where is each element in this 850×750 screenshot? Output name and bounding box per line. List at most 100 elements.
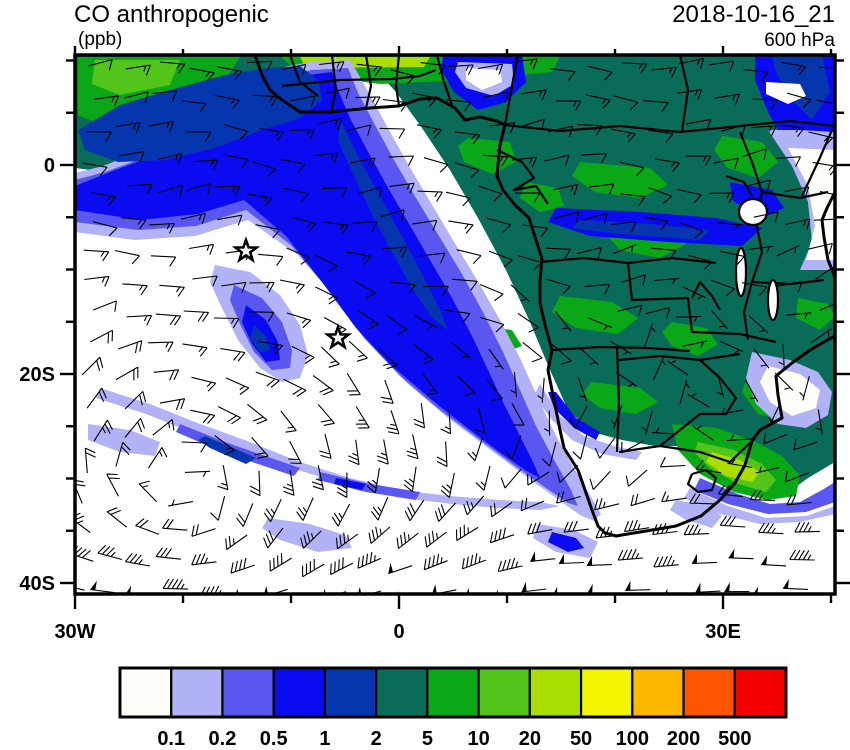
wind-barb bbox=[223, 124, 249, 140]
country-borders bbox=[281, 55, 835, 494]
wind-barb bbox=[346, 124, 372, 136]
wind-barb bbox=[386, 410, 400, 435]
wind-barb bbox=[354, 96, 381, 107]
wind-barb bbox=[115, 366, 139, 381]
wind-barb bbox=[93, 419, 113, 442]
wind-barb bbox=[641, 410, 653, 436]
wind-barb bbox=[186, 182, 212, 195]
wind-barb bbox=[763, 432, 788, 445]
border-line bbox=[435, 55, 454, 106]
wind-barb bbox=[691, 561, 717, 565]
wind-barb bbox=[789, 549, 815, 561]
wind-barb bbox=[682, 286, 706, 300]
wind-barb bbox=[545, 247, 572, 259]
wind-barb bbox=[482, 154, 509, 167]
wind-barb bbox=[192, 159, 219, 171]
wind-barb bbox=[512, 58, 538, 70]
wind-barb bbox=[84, 447, 96, 474]
wind-barb bbox=[286, 312, 312, 329]
wind-barb bbox=[455, 524, 479, 541]
colorbar-level-label: 500 bbox=[718, 728, 751, 750]
wind-barb bbox=[685, 118, 712, 130]
wind-barb bbox=[290, 95, 316, 107]
colorbar-cell bbox=[682, 666, 736, 719]
wind-barb bbox=[159, 398, 186, 411]
co-region-bin4 bbox=[572, 220, 710, 240]
colorbar: 0.1 0.2 0.5 1 2 5 10 20 50 100 200 500 bbox=[118, 666, 788, 750]
wind-barb bbox=[582, 212, 608, 225]
colorbar-cell bbox=[375, 666, 429, 719]
wind-barb bbox=[210, 496, 226, 521]
wind-barb bbox=[448, 220, 474, 234]
colorbar-cell bbox=[272, 666, 327, 719]
star-marker bbox=[323, 323, 353, 351]
wind-barb bbox=[784, 186, 810, 198]
wind-barb bbox=[749, 489, 776, 502]
colorbar-cell bbox=[323, 666, 378, 719]
wind-barb bbox=[692, 425, 715, 441]
border-line bbox=[615, 347, 621, 453]
wind-barb bbox=[751, 125, 777, 136]
wind-barb bbox=[404, 499, 425, 522]
wind-barb bbox=[454, 162, 480, 179]
colorbar-level-label: 0.2 bbox=[209, 728, 237, 750]
wind-barb bbox=[286, 247, 311, 265]
wind-barb bbox=[463, 495, 485, 516]
wind-barb bbox=[312, 375, 334, 396]
wind-barb bbox=[121, 217, 147, 230]
wind-barb bbox=[510, 284, 530, 303]
y-axis-label: 0 bbox=[44, 155, 55, 177]
wind-barb bbox=[709, 192, 735, 203]
wind-barb bbox=[84, 275, 110, 287]
wind-barb bbox=[324, 87, 350, 99]
wind-barb bbox=[201, 585, 222, 594]
wind-barb bbox=[679, 57, 705, 70]
wind-barb bbox=[781, 61, 807, 76]
wind-barb bbox=[648, 129, 674, 143]
wind-barb bbox=[291, 216, 317, 232]
wind-barb bbox=[576, 247, 602, 259]
wind-barb bbox=[97, 544, 123, 561]
wind-barb bbox=[188, 243, 215, 255]
map-layers bbox=[75, 55, 835, 594]
colorbar-cell bbox=[579, 666, 634, 719]
wind-barb bbox=[613, 95, 639, 111]
wind-barb bbox=[500, 468, 522, 489]
wind-barb bbox=[247, 60, 273, 72]
wind-barb bbox=[726, 434, 752, 442]
wind-barb bbox=[423, 157, 449, 173]
wind-barb bbox=[548, 125, 574, 137]
wind-barb bbox=[75, 545, 94, 562]
wind-barb bbox=[291, 345, 315, 364]
wind-barb bbox=[621, 62, 648, 74]
wind-barb bbox=[520, 118, 545, 131]
wind-barb bbox=[420, 62, 446, 75]
wind-barb bbox=[619, 161, 645, 177]
wind-barb bbox=[585, 94, 611, 109]
co-region-bin1 bbox=[670, 500, 722, 528]
wind-barb bbox=[654, 158, 681, 172]
wind-barb bbox=[337, 472, 348, 498]
wind-barb bbox=[761, 563, 787, 567]
wind-barb bbox=[181, 100, 207, 113]
wind-barb bbox=[125, 64, 151, 76]
wind-barb bbox=[288, 441, 302, 465]
colorbar-cell bbox=[426, 666, 480, 719]
co-region-bin2 bbox=[318, 472, 420, 500]
lake bbox=[737, 197, 769, 227]
wind-barb bbox=[785, 218, 811, 230]
wind-barb bbox=[150, 255, 177, 267]
wind-barb bbox=[159, 61, 186, 74]
wind-barb bbox=[251, 437, 269, 459]
wind-barb bbox=[782, 587, 809, 590]
wind-barb bbox=[249, 281, 275, 293]
wind-barb bbox=[221, 281, 247, 293]
co-region-bin6 bbox=[552, 296, 638, 334]
wind-barb bbox=[153, 369, 180, 381]
wind-barb bbox=[376, 439, 389, 465]
wind-barb bbox=[414, 315, 438, 330]
wind-barb bbox=[192, 275, 218, 287]
plot-title: CO anthropogenic bbox=[74, 1, 269, 28]
wind-barb bbox=[819, 191, 835, 196]
wind-barb bbox=[752, 98, 778, 110]
